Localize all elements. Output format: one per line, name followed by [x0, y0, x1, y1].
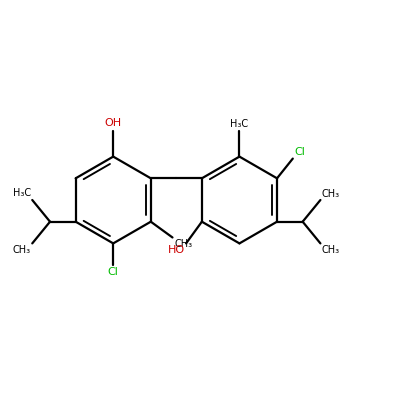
- Text: CH₃: CH₃: [322, 189, 340, 199]
- Text: H₃C: H₃C: [230, 119, 248, 129]
- Text: HO: HO: [167, 245, 184, 255]
- Text: CH₃: CH₃: [12, 245, 31, 255]
- Text: CH₃: CH₃: [322, 244, 340, 254]
- Text: CH₃: CH₃: [174, 239, 192, 249]
- Text: Cl: Cl: [294, 147, 305, 157]
- Text: Cl: Cl: [108, 267, 119, 277]
- Text: H₃C: H₃C: [12, 188, 31, 198]
- Text: OH: OH: [105, 118, 122, 128]
